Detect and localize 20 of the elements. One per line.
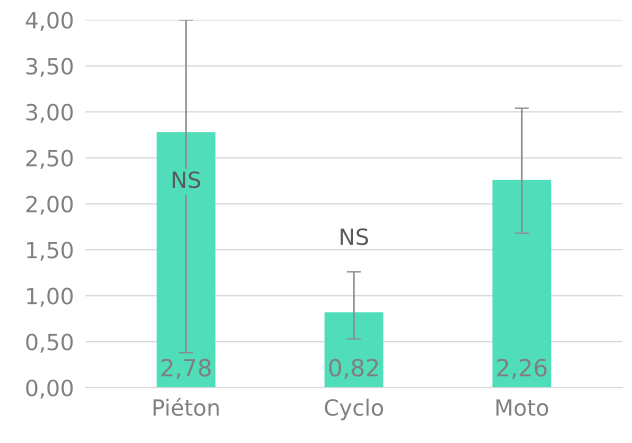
x-tick-label: Piéton: [154, 398, 219, 416]
y-tick-label: 3,50: [26, 58, 73, 77]
bar: [324, 312, 384, 388]
x-tick-label: Moto: [496, 399, 548, 416]
y-tick-label: 3,00: [26, 104, 73, 123]
annotation: NS: [340, 228, 368, 246]
y-tick-label: 1,50: [27, 242, 73, 261]
y-tick-label: 0,50: [26, 334, 73, 353]
y-tick-label: 2,50: [26, 150, 73, 169]
y-tick-label: 0,00: [26, 380, 73, 399]
bar: [156, 132, 216, 388]
x-tick-label: Cyclo: [324, 398, 384, 420]
y-tick-label: 4,00: [26, 12, 73, 31]
bar: [492, 180, 552, 388]
annotation: NS: [172, 171, 200, 188]
y-tick-label: 2,00: [26, 196, 73, 215]
data-label: 2,26: [497, 358, 547, 380]
data-label: 2,78: [161, 358, 211, 380]
y-tick-label: 1,00: [27, 288, 73, 307]
data-label: 0,82: [329, 358, 378, 380]
